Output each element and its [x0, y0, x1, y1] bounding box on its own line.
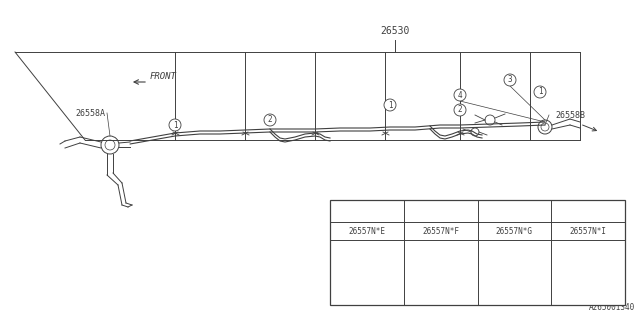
Text: 2: 2 — [438, 206, 443, 215]
Text: 1: 1 — [538, 87, 542, 97]
Circle shape — [454, 89, 466, 101]
Text: 26557N*I: 26557N*I — [570, 227, 607, 236]
Text: 26530: 26530 — [380, 26, 410, 36]
Bar — [330, 200, 625, 305]
Text: A265001340: A265001340 — [589, 303, 635, 312]
Text: 26557N*E: 26557N*E — [348, 227, 385, 236]
Text: 3: 3 — [512, 206, 516, 215]
Text: 26558B: 26558B — [555, 110, 585, 119]
Circle shape — [454, 104, 466, 116]
Circle shape — [504, 74, 516, 86]
Text: 1: 1 — [365, 206, 369, 215]
Text: 2: 2 — [268, 116, 272, 124]
Circle shape — [361, 205, 373, 217]
Text: 3: 3 — [508, 76, 512, 84]
Circle shape — [264, 114, 276, 126]
Circle shape — [169, 119, 181, 131]
Bar — [359, 264, 375, 271]
Bar — [359, 282, 375, 289]
Text: 2: 2 — [458, 106, 462, 115]
Text: 26558A: 26558A — [75, 108, 105, 117]
Text: 26557N*F: 26557N*F — [422, 227, 459, 236]
Circle shape — [384, 99, 396, 111]
Circle shape — [508, 205, 520, 217]
Text: 4: 4 — [458, 91, 462, 100]
Circle shape — [534, 86, 546, 98]
Text: FRONT: FRONT — [150, 72, 177, 81]
Text: 4: 4 — [586, 206, 591, 215]
Text: 1: 1 — [173, 121, 177, 130]
Bar — [359, 273, 375, 280]
Text: 26557N*G: 26557N*G — [496, 227, 533, 236]
Circle shape — [435, 205, 447, 217]
Circle shape — [582, 205, 594, 217]
Text: 1: 1 — [388, 100, 392, 109]
Bar — [359, 291, 375, 298]
